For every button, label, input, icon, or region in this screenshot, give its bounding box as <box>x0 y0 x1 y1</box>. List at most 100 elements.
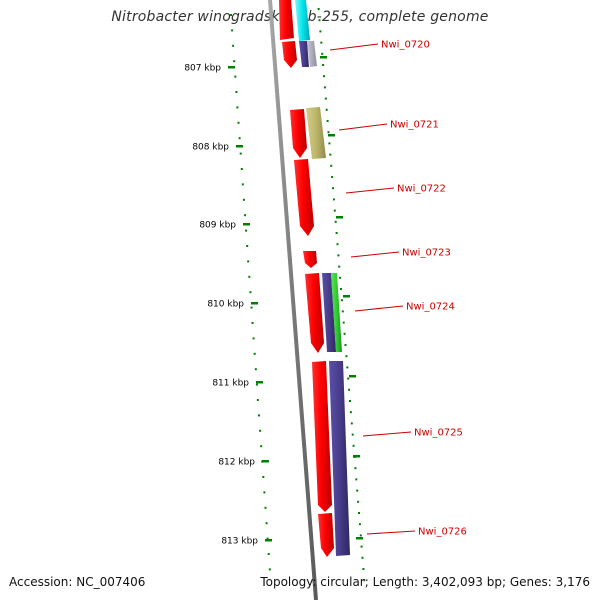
track-dot <box>323 75 325 78</box>
kbp-tick-label: 810 kbp <box>207 300 244 310</box>
kbp-tick-mark <box>251 302 258 305</box>
gene-leader-line <box>354 305 404 312</box>
outer-dot-track <box>317 8 366 582</box>
track-dot <box>332 187 334 190</box>
track-dot <box>256 399 259 401</box>
track-dot <box>323 86 326 89</box>
outer-tick-mark <box>320 56 327 59</box>
track-dot <box>332 198 335 201</box>
track-dot <box>352 444 355 447</box>
track-dot <box>236 106 239 109</box>
track-dot <box>335 232 338 234</box>
gene-label[interactable]: Nwi_0725 <box>414 428 463 439</box>
track-dot <box>322 64 325 66</box>
track-dot <box>267 553 270 555</box>
track-dot <box>245 229 248 232</box>
outer-tick-mark <box>353 455 360 458</box>
track-dot <box>319 30 322 33</box>
cds-arrow <box>279 0 294 40</box>
track-dot <box>318 19 321 22</box>
gene-label[interactable]: Nwi_0721 <box>390 120 439 131</box>
purple-feature <box>299 41 309 67</box>
track-dot <box>238 137 241 140</box>
track-dot <box>348 388 351 391</box>
track-dot <box>252 337 255 340</box>
track-dot <box>249 291 252 294</box>
track-dot <box>351 433 354 436</box>
track-dot <box>324 97 327 100</box>
track-dot <box>234 75 237 78</box>
track-dot <box>246 245 249 247</box>
track-dot <box>325 108 328 111</box>
gene-labels: Nwi_0720 Nwi_0721 Nwi_0722 Nwi_0723 Nwi_0724… <box>329 40 467 538</box>
gene-features <box>279 0 350 557</box>
gene-label[interactable]: Nwi_0720 <box>381 40 430 51</box>
track-dot <box>346 366 349 369</box>
gene-leader-line <box>362 431 412 437</box>
genome-stats: Topology: circular; Length: 3,402,093 bp… <box>260 575 590 589</box>
track-dot <box>268 568 271 571</box>
track-dot <box>320 41 323 44</box>
gene-label[interactable]: Nwi_0724 <box>406 302 455 313</box>
track-dot <box>361 556 364 559</box>
cds-arrow <box>318 513 334 557</box>
track-dot <box>350 422 353 425</box>
track-dot <box>326 120 329 122</box>
gene-label[interactable]: Nwi_0723 <box>402 248 451 259</box>
kbp-tick-mark <box>236 145 243 148</box>
outer-tick-mark <box>343 295 350 298</box>
grey-feature <box>307 41 317 67</box>
cds-arrow <box>305 273 324 353</box>
track-dot <box>349 400 351 402</box>
track-dot <box>266 537 269 540</box>
kbp-tick-mark <box>265 539 272 542</box>
length-text: Length: 3,402,093 bp; <box>372 575 507 589</box>
track-dot <box>356 489 359 492</box>
track-dot <box>347 377 350 380</box>
green-feature <box>331 273 342 352</box>
track-dot <box>254 368 257 371</box>
track-dot <box>357 500 360 503</box>
track-dot <box>258 414 260 417</box>
kbp-tick-label: 811 kbp <box>212 379 249 389</box>
gene-label[interactable]: Nwi_0726 <box>418 527 467 538</box>
track-dot <box>237 121 240 124</box>
track-dot <box>339 276 342 279</box>
purple-feature <box>329 361 350 556</box>
track-dot <box>235 91 238 93</box>
track-dot <box>349 411 352 414</box>
gene-leader-line <box>345 187 395 194</box>
cyan-feature <box>295 0 310 41</box>
track-dot <box>342 321 345 324</box>
track-dot <box>250 306 253 309</box>
track-dot <box>263 491 266 494</box>
cds-arrow <box>303 251 317 268</box>
cds-arrow <box>290 109 307 158</box>
track-dot <box>242 198 245 201</box>
gene-label[interactable]: Nwi_0722 <box>397 184 446 195</box>
track-dot <box>321 52 324 55</box>
track-dot <box>240 168 243 170</box>
track-dot <box>354 467 357 470</box>
kbp-tick-label: 813 kbp <box>221 537 258 547</box>
kbp-tick-mark <box>256 381 263 384</box>
gene-leader-line <box>366 530 416 535</box>
track-dot <box>340 288 342 290</box>
accession-text: Accession: NC_007406 <box>9 575 146 589</box>
track-dot <box>355 478 358 481</box>
genes-text: Genes: 3,176 <box>509 575 590 589</box>
track-dot <box>358 512 360 514</box>
kbp-tick-mark <box>243 223 250 226</box>
track-dot <box>358 523 361 526</box>
track-dot <box>264 506 267 509</box>
track-dot <box>231 29 234 32</box>
track-dot <box>248 275 251 278</box>
track-dot <box>253 352 256 355</box>
cds-arrow <box>312 361 332 512</box>
track-dot <box>260 445 263 448</box>
outer-tick-mark <box>356 537 363 540</box>
track-dot <box>333 209 336 212</box>
track-dot <box>359 534 362 537</box>
genome-backbone <box>268 0 318 600</box>
outer-tick-mark <box>336 216 343 219</box>
